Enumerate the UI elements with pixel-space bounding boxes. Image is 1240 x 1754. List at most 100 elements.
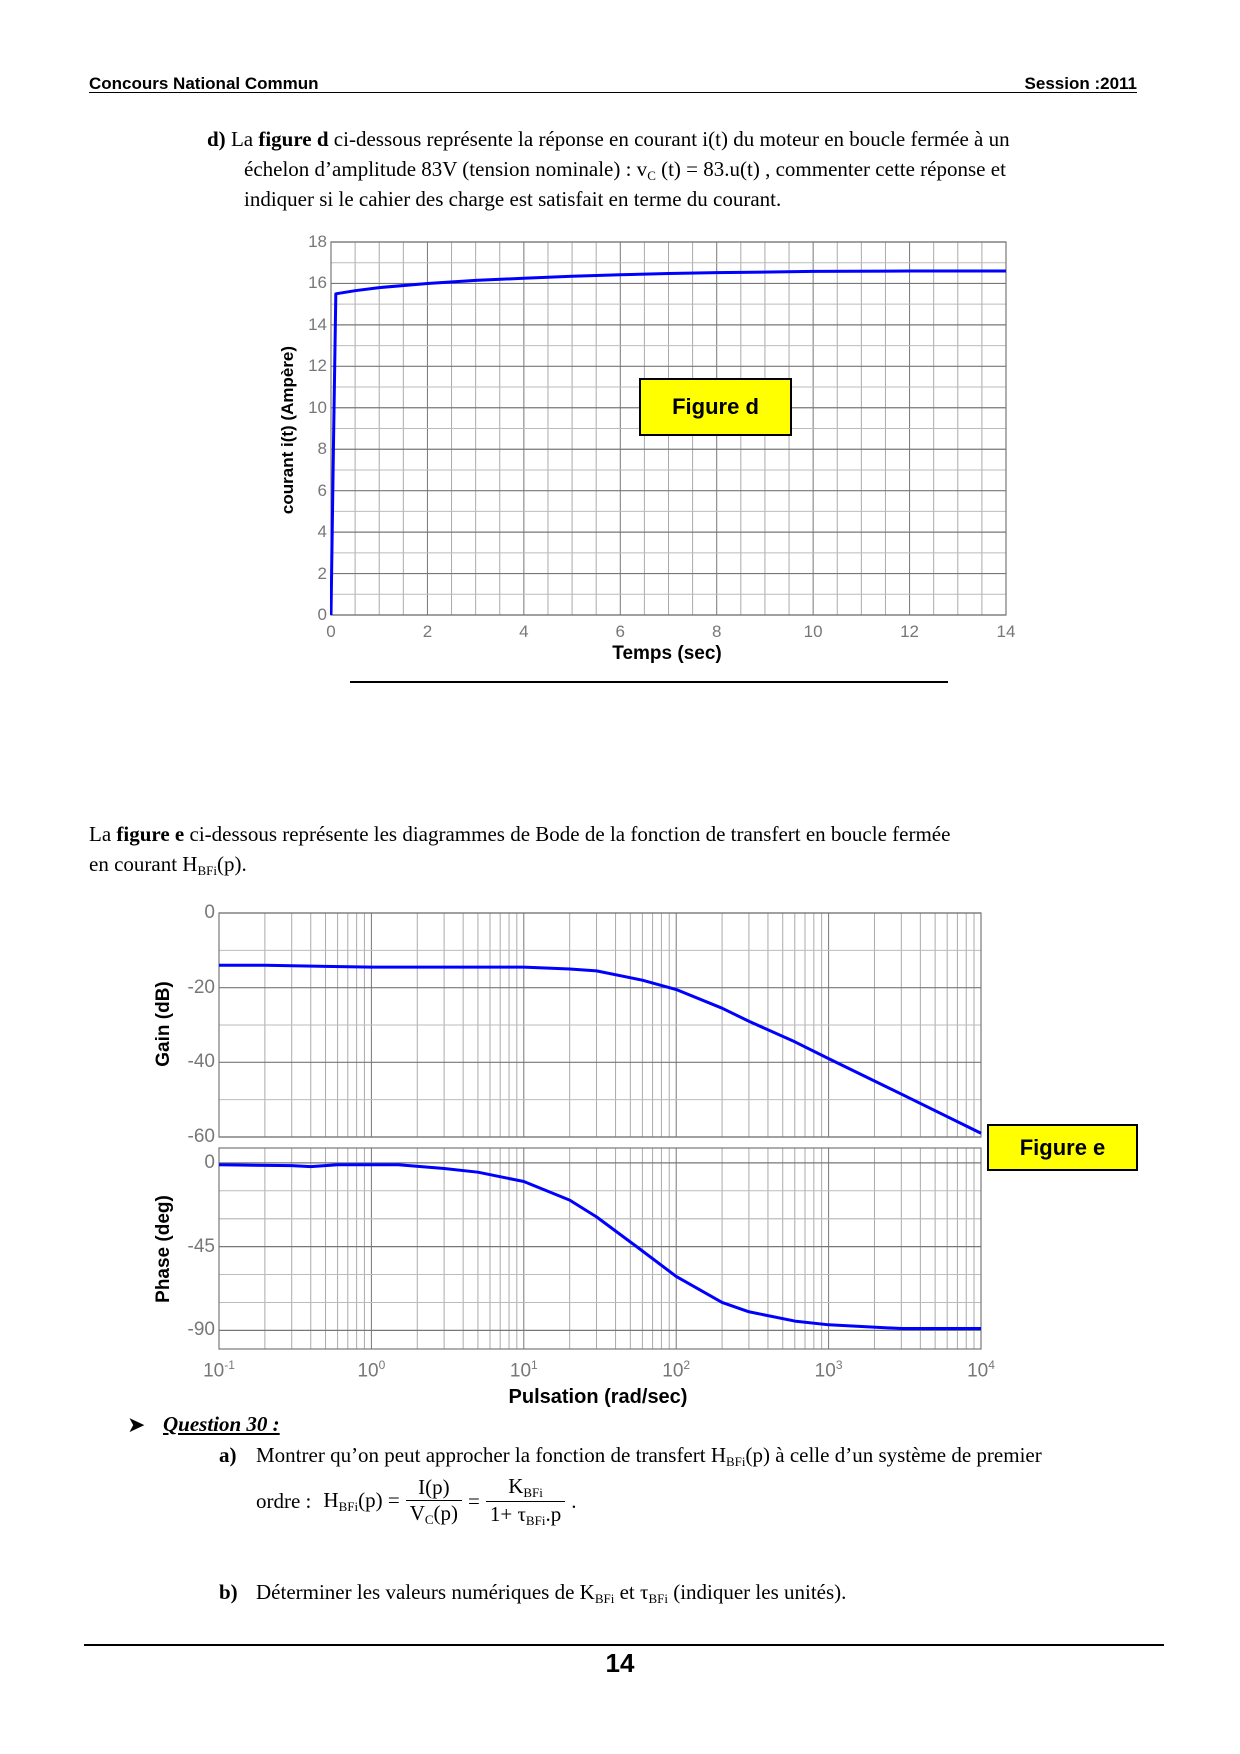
header-left: Concours National Commun: [89, 74, 319, 93]
x-tick-label: 2: [422, 622, 433, 641]
question-title: Question 30 :: [163, 1412, 280, 1436]
tick-exponent: 4: [988, 1358, 995, 1372]
formula-lhs: HBFi(p) =: [323, 1488, 399, 1515]
gain-curve: [219, 963, 982, 1135]
tick-exponent: -1: [224, 1358, 235, 1372]
fraction-1: I(p) VC(p): [405, 1475, 463, 1528]
gain-ylabel: Gain (dB): [153, 981, 174, 1067]
text: échelon d’amplitude 83V (tension nominal…: [244, 157, 648, 181]
text: (indiquer les unités).: [667, 1580, 847, 1604]
y-tick-label: 8: [317, 439, 327, 459]
footer-rule: [84, 1644, 1164, 1646]
part-d-line2: échelon d’amplitude 83V (tension nominal…: [244, 157, 1006, 184]
x-tick-label: 8: [711, 622, 722, 641]
separator: [350, 681, 948, 683]
x-tick-label: 0: [326, 622, 336, 641]
text: et τ: [614, 1580, 649, 1604]
text: La: [230, 127, 259, 151]
y-tick-label: 12: [308, 356, 327, 376]
gain-plot-area: [218, 912, 982, 1138]
figure-ref: figure e: [116, 822, 185, 846]
question-a-line1: Montrer qu’on peut approcher la fonction…: [256, 1443, 1042, 1470]
subscript: BFi: [197, 863, 217, 878]
tick-base: 10: [814, 1360, 836, 1382]
x-tick-label: 14: [996, 622, 1016, 641]
part-d-line3: indiquer si le cahier des charge est sat…: [244, 187, 782, 211]
y-tick-label: 10: [308, 397, 327, 417]
tick-base: 10: [509, 1360, 532, 1382]
header-rule: [89, 92, 1137, 93]
page-number: 14: [605, 1648, 635, 1678]
y-tick-label: 18: [308, 232, 327, 251]
y-tick-label: -90: [187, 1319, 215, 1341]
text: (p) =: [358, 1488, 400, 1512]
figure-e-xlabel: Pulsation (rad/sec): [508, 1386, 688, 1408]
text: Montrer qu’on peut approcher la fonction…: [256, 1443, 726, 1467]
subscript: BFi: [523, 1485, 543, 1500]
equals: =: [468, 1489, 480, 1513]
tick-exponent: 1: [531, 1358, 538, 1372]
y-tick-label: 6: [317, 480, 327, 500]
axes-frame: [218, 1147, 982, 1350]
y-tick-label: -20: [187, 976, 215, 998]
text: La: [89, 822, 117, 846]
text: (p): [433, 1501, 459, 1525]
period: .: [571, 1489, 577, 1513]
question-b-marker: b): [219, 1580, 238, 1604]
text: V: [409, 1501, 425, 1525]
y-tick-label: -45: [187, 1235, 215, 1257]
text: .p: [545, 1502, 562, 1526]
y-tick-label: -40: [187, 1051, 215, 1073]
x-tick-label: 103: [815, 1358, 843, 1382]
question-a-marker: a): [219, 1443, 237, 1467]
subscript: BFi: [594, 1591, 615, 1606]
fraction-2: KBFi 1+ τBFi.p: [485, 1474, 566, 1529]
figure-d-plot-area: [330, 241, 1007, 616]
text: ci-dessous représente la réponse en cour…: [328, 127, 1010, 151]
denominator: 1+ τBFi.p: [486, 1502, 565, 1529]
axes-frame: [330, 241, 1007, 616]
tick-base: 10: [967, 1360, 989, 1382]
y-tick-label: 4: [317, 522, 327, 542]
text: en courant H: [89, 852, 198, 876]
figure-d-xlabel: Temps (sec): [612, 643, 722, 664]
x-tick-label: 101: [510, 1358, 538, 1382]
numerator: KBFi: [485, 1474, 566, 1502]
x-tick-label: 100: [357, 1358, 385, 1382]
x-tick-label: 6: [615, 622, 626, 641]
tick-base: 10: [357, 1360, 379, 1382]
figure-ref: figure d: [258, 127, 329, 151]
text: ci-dessous représente les diagrammes de …: [184, 822, 951, 846]
text: (p) à celle d’un système de premier: [745, 1443, 1042, 1467]
text: K: [508, 1474, 524, 1498]
tick-exponent: 2: [683, 1358, 691, 1372]
figure-d-label: Figure d: [639, 378, 792, 436]
tick-exponent: 3: [835, 1358, 843, 1372]
header-right: Session :2011: [1024, 74, 1137, 93]
y-tick-label: 14: [308, 314, 327, 334]
part-e-line2: en courant HBFi(p).: [89, 852, 247, 879]
text: (p).: [216, 852, 247, 876]
question-b-text: Déterminer les valeurs numériques de KBF…: [256, 1580, 846, 1607]
y-tick-label: 0: [204, 902, 215, 923]
denominator: VC(p): [406, 1501, 462, 1528]
figure-d-ylabel: courant i(t) (Ampère): [278, 345, 297, 515]
x-tick-label: 104: [967, 1358, 995, 1382]
text: Déterminer les valeurs numériques de K: [256, 1580, 595, 1604]
y-tick-label: 2: [317, 563, 327, 583]
y-tick-label: 0: [317, 605, 327, 624]
tick-base: 10: [203, 1360, 225, 1382]
text: (t) = 83.u(t) , commenter cette réponse …: [655, 157, 1006, 181]
tick-exponent: 0: [378, 1358, 386, 1372]
part-d-line1: d) La figure d ci-dessous représente la …: [207, 127, 1010, 152]
subscript: BFi: [726, 1454, 746, 1469]
x-tick-label: 10-1: [203, 1358, 235, 1382]
tick-base: 10: [662, 1360, 684, 1382]
part-d-marker: d): [207, 127, 226, 151]
text: H: [323, 1488, 339, 1512]
arrow-bullet-icon: ➤: [127, 1412, 146, 1437]
text: ordre :: [256, 1489, 312, 1513]
y-tick-label: -60: [187, 1126, 215, 1147]
x-tick-label: 102: [662, 1358, 690, 1382]
y-tick-label: 16: [308, 273, 327, 293]
